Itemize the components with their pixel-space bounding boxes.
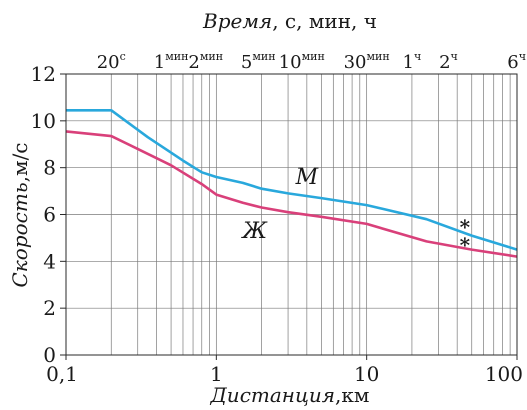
record-marker: *: [460, 215, 471, 239]
x-tick-label: 1: [210, 362, 223, 386]
top-tick-number: 10: [279, 52, 302, 73]
top-tick-number: 5: [241, 52, 252, 73]
tick-labels: 0 2 4 6 8 10 12 0,1 1 10 100: [31, 62, 523, 386]
series-group: **: [65, 109, 518, 258]
top-tick-label: 30мин: [344, 50, 390, 73]
x-tick-label: 0,1: [46, 362, 78, 386]
top-tick-label: 1мин: [154, 50, 189, 73]
y-tick-label: 4: [43, 249, 56, 273]
y-tick-label: 0: [43, 343, 56, 367]
x-tick-label: 100: [485, 362, 523, 386]
top-tick-label: 6ч: [507, 50, 526, 73]
top-tick-number: 2: [188, 52, 199, 73]
series-labels: МЖ: [240, 165, 318, 244]
top-axis: 20с 1мин 2мин 5мин 10мин 30мин 1ч 2ч 6ч: [97, 50, 526, 73]
x-axis-label-text: Дистанция: [210, 383, 335, 407]
y-tick-label: 6: [43, 203, 56, 227]
top-tick-number: 20: [97, 52, 120, 73]
top-tick-number: 2: [439, 52, 450, 73]
grid: [66, 74, 517, 355]
record-marker: *: [460, 233, 471, 257]
series-line: [66, 109, 518, 251]
top-tick-number: 1: [403, 52, 414, 73]
top-tick-number: 30: [344, 52, 367, 73]
x-axis-title: Дистанция,км: [210, 383, 370, 407]
top-tick-unit: мин: [165, 50, 188, 63]
top-tick-unit: с: [120, 50, 126, 63]
top-tick-label: 2ч: [439, 50, 458, 73]
y-tick-label: 10: [31, 109, 56, 133]
y-axis-label-text: Скорость: [8, 182, 32, 287]
top-axis-label-text: Время: [202, 9, 272, 33]
top-tick-unit: ч: [519, 50, 526, 63]
top-tick-label: 5мин: [241, 50, 276, 73]
top-tick-label: 2мин: [188, 50, 223, 73]
top-axis-units: , с, мин, ч: [272, 9, 377, 33]
x-tick-label: 10: [354, 362, 379, 386]
x-axis-unit: ,км: [335, 383, 369, 407]
series-line: [65, 130, 518, 258]
top-tick-unit: мин: [252, 50, 275, 63]
series-label: Ж: [240, 219, 268, 244]
top-tick-label: 20с: [97, 50, 126, 73]
top-tick-unit: ч: [414, 50, 421, 63]
top-tick-number: 6: [507, 52, 518, 73]
y-tick-label: 12: [31, 62, 56, 86]
top-tick-unit: мин: [367, 50, 390, 63]
top-tick-number: 1: [154, 52, 165, 73]
y-tick-label: 8: [43, 156, 56, 180]
y-axis-title: Скорость,м/с: [8, 142, 32, 287]
top-tick-label: 10мин: [279, 50, 325, 73]
top-tick-unit: ч: [451, 50, 458, 63]
top-axis-title: Время, с, мин, ч: [202, 9, 377, 33]
y-axis-unit: ,м/с: [8, 142, 32, 182]
y-tick-label: 2: [43, 296, 56, 320]
series-label: М: [295, 165, 319, 190]
top-tick-unit: мин: [200, 50, 223, 63]
top-tick-label: 1ч: [403, 50, 422, 73]
top-tick-unit: мин: [302, 50, 325, 63]
